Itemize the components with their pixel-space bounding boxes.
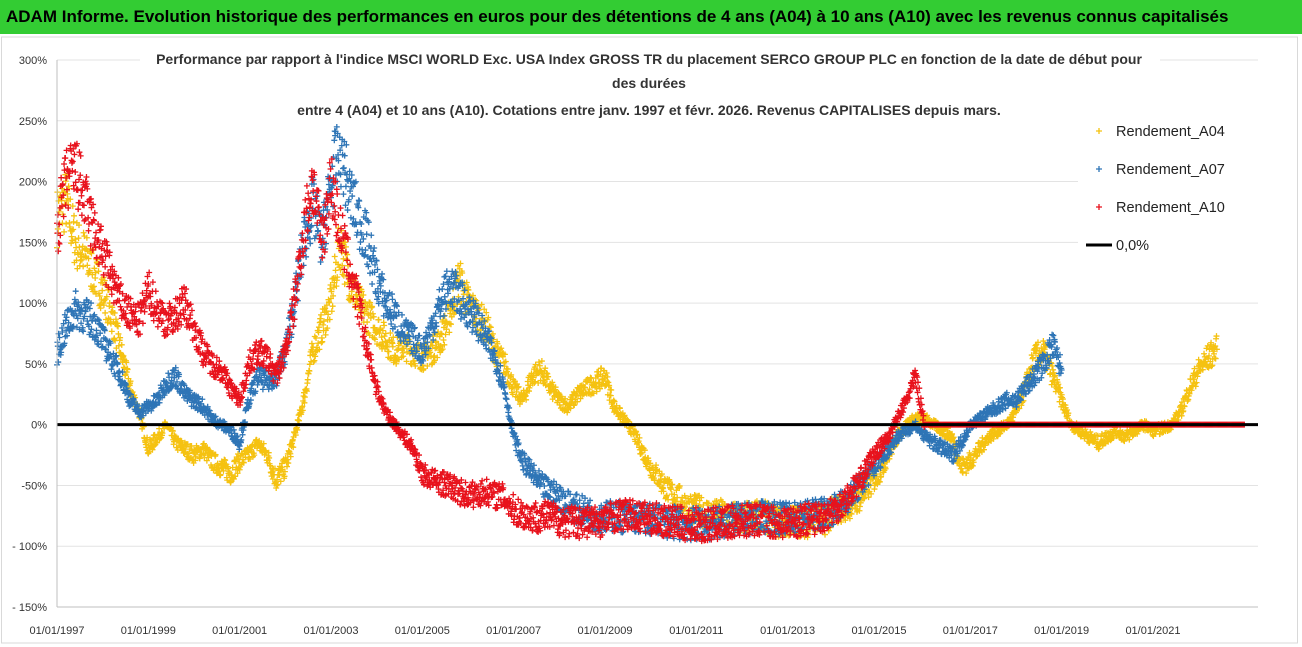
data-point bbox=[212, 451, 219, 458]
data-point bbox=[77, 250, 84, 257]
data-point bbox=[108, 328, 115, 335]
data-point bbox=[86, 267, 93, 274]
data-point bbox=[266, 454, 273, 461]
data-point bbox=[299, 407, 306, 414]
data-point bbox=[92, 274, 99, 281]
data-point bbox=[276, 472, 283, 479]
data-point bbox=[283, 463, 290, 470]
data-point bbox=[115, 342, 122, 349]
data-point bbox=[103, 293, 110, 300]
data-point bbox=[251, 452, 258, 459]
data-point bbox=[285, 460, 292, 467]
data-point bbox=[254, 445, 261, 452]
data-point bbox=[123, 359, 130, 366]
data-point bbox=[69, 237, 76, 244]
data-point bbox=[111, 309, 118, 316]
data-point bbox=[260, 440, 267, 447]
data-point bbox=[127, 378, 134, 385]
data-point bbox=[102, 309, 109, 316]
data-point bbox=[66, 223, 73, 230]
data-point bbox=[159, 430, 166, 437]
data-point bbox=[97, 305, 104, 312]
data-point bbox=[120, 364, 127, 371]
data-point bbox=[240, 459, 247, 466]
data-point bbox=[281, 468, 288, 475]
data-point bbox=[230, 476, 237, 483]
data-point bbox=[84, 262, 91, 269]
data-point bbox=[95, 268, 102, 275]
data-point bbox=[67, 196, 74, 203]
data-point bbox=[196, 455, 203, 462]
report-banner: ADAM Informe. Evolution historique des p… bbox=[0, 0, 1302, 34]
data-point bbox=[294, 426, 301, 433]
data-point bbox=[99, 287, 106, 294]
data-point bbox=[287, 453, 294, 460]
data-point bbox=[301, 399, 308, 406]
data-point bbox=[169, 428, 176, 435]
data-point bbox=[101, 277, 108, 284]
data-point bbox=[72, 239, 79, 246]
data-point bbox=[234, 470, 241, 477]
data-point bbox=[83, 234, 90, 241]
data-point bbox=[76, 222, 83, 229]
data-point bbox=[200, 440, 207, 447]
data-point bbox=[70, 218, 77, 225]
data-point bbox=[95, 290, 102, 297]
chart-area-border bbox=[1, 36, 1298, 644]
data-point bbox=[301, 394, 308, 401]
data-point bbox=[186, 450, 193, 457]
performance-chart: - 150%- 100%-50%0%50%100%150%200%250%300… bbox=[0, 36, 1302, 647]
data-point bbox=[124, 366, 131, 373]
data-point bbox=[98, 296, 105, 303]
data-point bbox=[112, 316, 119, 323]
data-point bbox=[63, 220, 70, 227]
data-point bbox=[203, 457, 210, 464]
data-point bbox=[75, 235, 82, 242]
data-point bbox=[118, 341, 125, 348]
data-point bbox=[85, 255, 92, 262]
data-point bbox=[68, 240, 75, 247]
data-point bbox=[192, 453, 199, 460]
data-point bbox=[227, 478, 234, 485]
data-point bbox=[89, 271, 96, 278]
data-point bbox=[224, 477, 231, 484]
data-point bbox=[80, 229, 87, 236]
report-banner-title: ADAM Informe. Evolution historique des p… bbox=[6, 7, 1229, 26]
data-point bbox=[68, 233, 75, 240]
data-point bbox=[222, 457, 229, 464]
data-point bbox=[271, 465, 278, 472]
data-point bbox=[70, 226, 77, 233]
data-point bbox=[232, 473, 239, 480]
data-point bbox=[120, 352, 127, 359]
data-point bbox=[115, 330, 122, 337]
data-point bbox=[91, 265, 98, 272]
data-point bbox=[274, 481, 281, 488]
data-point bbox=[217, 471, 224, 478]
data-point bbox=[178, 438, 185, 445]
data-point bbox=[90, 283, 97, 290]
data-point bbox=[290, 444, 297, 451]
data-point bbox=[265, 449, 272, 456]
data-point bbox=[96, 293, 103, 300]
data-point bbox=[296, 417, 303, 424]
data-point bbox=[117, 334, 124, 341]
data-point bbox=[71, 212, 78, 219]
data-point bbox=[289, 436, 296, 443]
data-series bbox=[54, 107, 1248, 545]
data-point bbox=[277, 478, 284, 485]
data-point bbox=[93, 290, 100, 297]
data-point bbox=[69, 203, 76, 210]
data-point bbox=[284, 456, 291, 463]
data-point bbox=[88, 250, 95, 257]
data-point bbox=[115, 323, 122, 330]
data-point bbox=[269, 475, 276, 482]
data-point bbox=[80, 263, 87, 270]
data-point bbox=[61, 228, 68, 235]
data-point bbox=[78, 256, 85, 263]
data-point bbox=[273, 482, 280, 489]
data-point bbox=[292, 432, 299, 439]
